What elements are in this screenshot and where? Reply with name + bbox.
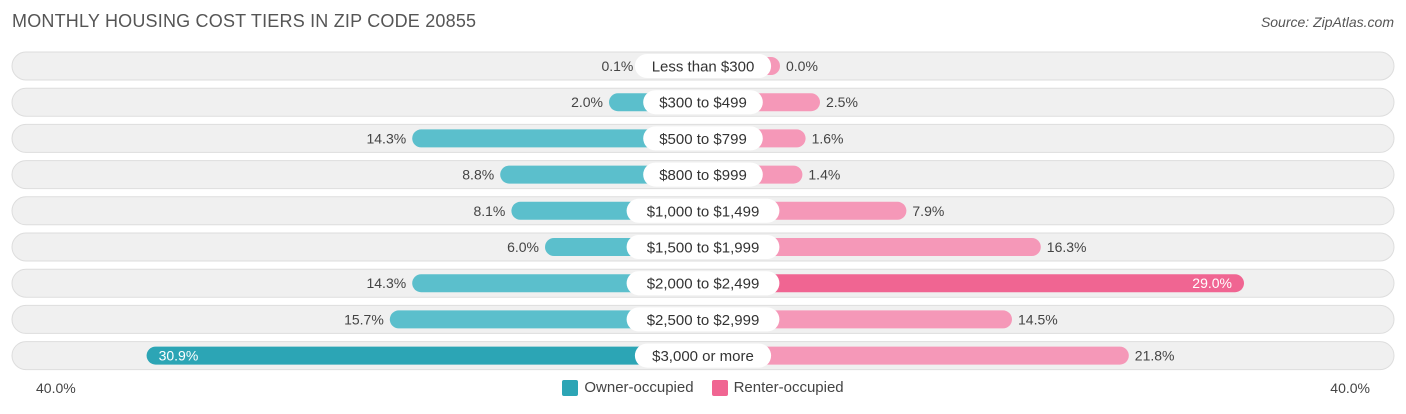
category-label: $1,000 to $1,499: [647, 203, 760, 220]
renter-value-label: 29.0%: [1192, 275, 1232, 291]
category-pill: [643, 90, 763, 115]
category-pill: [626, 271, 780, 296]
renter-value-label: 1.4%: [808, 167, 840, 183]
renter-bar: [703, 238, 1041, 256]
diverging-bar-chart: Less than $300 0.1% 0.0% $300 to $499 2.0% 2.…: [11, 51, 1395, 371]
chart-row: $2,500 to $2,999 15.7% 14.5%: [11, 304, 1395, 334]
owner-value-label: 8.8%: [462, 167, 494, 183]
category-label: $500 to $799: [659, 131, 747, 148]
category-pill: [634, 54, 772, 78]
category-label: $2,500 to $2,999: [647, 312, 760, 329]
legend-swatch-renter: [711, 379, 728, 396]
legend-label-owner: Owner-occupied: [584, 379, 694, 396]
axis-left-label: 40.0%: [36, 380, 76, 396]
owner-value-label: 15.7%: [344, 311, 384, 327]
owner-bar: [146, 346, 704, 365]
renter-value-label: 7.9%: [912, 203, 944, 219]
legend-item-renter: Renter-occupied: [711, 379, 844, 396]
chart-row: $800 to $999 8.8% 1.4%: [11, 160, 1395, 190]
owner-value-label: 6.0%: [507, 239, 539, 255]
chart-row: $300 to $499 2.0% 2.5%: [11, 87, 1395, 117]
category-pill: [643, 126, 763, 151]
category-pill: [643, 162, 763, 187]
legend-label-renter: Renter-occupied: [733, 379, 844, 396]
category-pill: [626, 307, 780, 332]
renter-bar: [703, 346, 1129, 365]
chart-row: $1,000 to $1,499 8.1% 7.9%: [11, 196, 1395, 226]
renter-bar: [703, 310, 1012, 329]
chart-row: Less than $300 0.1% 0.0%: [11, 51, 1395, 81]
source-note: Source: ZipAtlas.com: [1260, 14, 1394, 30]
category-pill: [626, 235, 780, 259]
chart-row: $500 to $799 14.3% 1.6%: [11, 123, 1395, 153]
renter-value-label: 14.5%: [1018, 311, 1058, 327]
category-pill: [634, 343, 772, 368]
owner-value-label: 0.1%: [601, 58, 633, 74]
legend-item-owner: Owner-occupied: [562, 379, 694, 396]
renter-value-label: 21.8%: [1135, 348, 1175, 364]
category-label: $800 to $999: [659, 167, 747, 184]
owner-value-label: 14.3%: [366, 275, 406, 291]
owner-value-label: 8.1%: [473, 203, 505, 219]
owner-bar: [389, 310, 703, 329]
owner-bar: [412, 129, 703, 148]
category-pill: [626, 198, 780, 223]
renter-value-label: 16.3%: [1047, 239, 1087, 255]
chart-row: $1,500 to $1,999 6.0% 16.3%: [11, 232, 1395, 262]
legend: Owner-occupied Renter-occupied: [0, 379, 1406, 396]
category-label: $1,500 to $1,999: [647, 240, 760, 257]
category-label: Less than $300: [652, 59, 755, 76]
renter-value-label: 2.5%: [826, 94, 858, 110]
renter-value-label: 0.0%: [786, 58, 818, 74]
category-label: $3,000 or more: [652, 348, 754, 365]
axis-right-label: 40.0%: [1330, 380, 1370, 396]
owner-value-label: 2.0%: [571, 94, 603, 110]
owner-value-label: 30.9%: [159, 348, 199, 364]
category-label: $300 to $499: [659, 95, 747, 112]
chart-row: $3,000 or more 30.9% 21.8%: [11, 341, 1395, 371]
renter-value-label: 1.6%: [812, 130, 844, 146]
renter-bar: [703, 274, 1244, 293]
chart-row: $2,000 to $2,499 14.3% 29.0%: [11, 268, 1395, 298]
chart-title: MONTHLY HOUSING COST TIERS IN ZIP CODE 2…: [12, 11, 477, 31]
category-label: $2,000 to $2,499: [647, 276, 760, 293]
owner-value-label: 14.3%: [366, 130, 406, 146]
legend-swatch-owner: [562, 379, 579, 396]
